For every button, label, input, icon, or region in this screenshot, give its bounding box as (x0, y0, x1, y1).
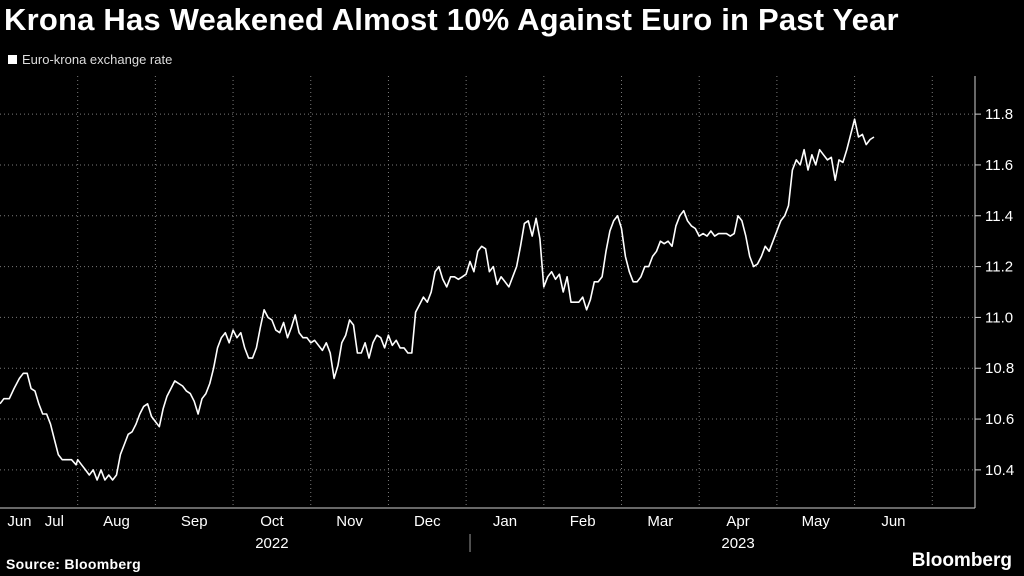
y-tick-label: 11.8 (985, 106, 1013, 123)
y-tick-label: 10.4 (985, 462, 1014, 479)
y-tick-label: 11.6 (985, 157, 1013, 174)
month-label: Feb (570, 513, 596, 530)
series-line-euro-krona (0, 118, 875, 481)
month-label: Oct (260, 513, 284, 530)
month-label: Mar (647, 513, 673, 530)
legend-swatch (8, 55, 17, 64)
month-label: Jun (7, 513, 31, 530)
month-label: Aug (103, 513, 130, 530)
y-tick-label: 10.8 (985, 360, 1014, 377)
month-label: Nov (336, 513, 363, 530)
month-label: May (802, 513, 831, 530)
month-label: Jan (493, 513, 517, 530)
month-label: Sep (181, 513, 208, 530)
month-label: Apr (726, 513, 749, 530)
y-tick-label: 11.2 (985, 259, 1013, 276)
legend-label: Euro-krona exchange rate (22, 52, 173, 67)
month-label: Jun (881, 513, 905, 530)
month-label: Jul (45, 513, 64, 530)
legend: Euro-krona exchange rate (8, 52, 172, 67)
year-label: 2022 (255, 535, 288, 552)
bloomberg-logo: Bloomberg (911, 550, 1012, 571)
source-note: Source: Bloomberg (6, 556, 142, 572)
y-tick-label: 10.6 (985, 411, 1014, 428)
y-tick-label: 11.4 (985, 208, 1013, 225)
month-label: Dec (414, 513, 441, 530)
year-label: 2023 (721, 535, 754, 552)
y-tick-label: 11.0 (985, 309, 1013, 326)
chart-title: Krona Has Weakened Almost 10% Against Eu… (4, 2, 899, 37)
